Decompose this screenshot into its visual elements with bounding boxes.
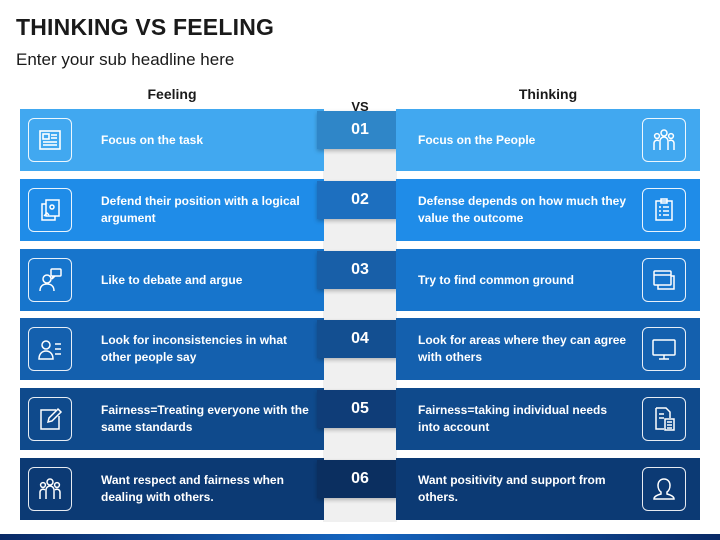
feeling-text: Defend their position with a logical arg…: [101, 194, 300, 225]
thinking-text: Want positivity and support from others.: [418, 473, 606, 504]
bottom-accent-bar: [0, 534, 720, 540]
comparison-row: Like to debate and argue 03 Try to find …: [20, 249, 700, 311]
people-group-icon: [28, 467, 72, 511]
newspaper-icon: [28, 118, 72, 162]
feeling-text: Fairness=Treating everyone with the same…: [101, 403, 309, 434]
thinking-text: Defense depends on how much they value t…: [418, 194, 627, 225]
thinking-panel: Defense depends on how much they value t…: [396, 179, 700, 241]
page-subtitle: Enter your sub headline here: [16, 50, 235, 69]
monitor-icon: [642, 327, 686, 371]
documents-icon: [28, 188, 72, 232]
thinking-panel: Try to find common ground: [396, 249, 700, 311]
thinking-panel: Focus on the People: [396, 109, 700, 171]
people-group-icon: [642, 118, 686, 162]
comparison-row: Want respect and fairness when dealing w…: [20, 458, 700, 520]
feeling-text: Focus on the task: [101, 132, 204, 147]
thinking-text: Try to find common ground: [418, 272, 574, 287]
clipboard-icon: [642, 188, 686, 232]
comparison-row: Defend their position with a logical arg…: [20, 179, 700, 241]
comparison-row: Fairness=Treating everyone with the same…: [20, 388, 700, 450]
user-icon: [642, 467, 686, 511]
feeling-panel: Fairness=Treating everyone with the same…: [20, 388, 324, 450]
comparison-row: Focus on the task 01 Focus on the People: [20, 109, 700, 171]
feeling-panel: Want respect and fairness when dealing w…: [20, 458, 324, 520]
row-number-badge: 05: [317, 390, 403, 428]
feeling-panel: Defend their position with a logical arg…: [20, 179, 324, 241]
thinking-text: Look for areas where they can agree with…: [418, 333, 627, 364]
page-title: THINKING VS FEELING: [16, 14, 275, 40]
calculator-document-icon: [642, 397, 686, 441]
feeling-panel: Look for inconsistencies in what other p…: [20, 318, 324, 380]
feeling-text: Like to debate and argue: [101, 272, 243, 287]
user-list-icon: [28, 327, 72, 371]
thinking-text: Fairness=taking individual needs into ac…: [418, 403, 608, 434]
feeling-text: Want respect and fairness when dealing w…: [101, 473, 284, 504]
speaker-chat-icon: [28, 258, 72, 302]
column-header-feeling: Feeling: [147, 86, 197, 102]
thinking-panel: Fairness=taking individual needs into ac…: [396, 388, 700, 450]
row-number-badge: 03: [317, 251, 403, 289]
feeling-panel: Focus on the task: [20, 109, 324, 171]
comparison-row: Look for inconsistencies in what other p…: [20, 318, 700, 380]
row-number-badge: 06: [317, 460, 403, 498]
column-header-thinking: Thinking: [518, 86, 578, 102]
row-number-badge: 04: [317, 320, 403, 358]
feeling-panel: Like to debate and argue: [20, 249, 324, 311]
thinking-text: Focus on the People: [418, 132, 536, 147]
thinking-panel: Look for areas where they can agree with…: [396, 318, 700, 380]
thinking-panel: Want positivity and support from others.: [396, 458, 700, 520]
edit-icon: [28, 397, 72, 441]
vs-label: VS: [351, 99, 369, 114]
feeling-text: Look for inconsistencies in what other p…: [101, 333, 288, 364]
windows-icon: [642, 258, 686, 302]
row-number-badge: 02: [317, 181, 403, 219]
row-number-badge: 01: [317, 111, 403, 149]
